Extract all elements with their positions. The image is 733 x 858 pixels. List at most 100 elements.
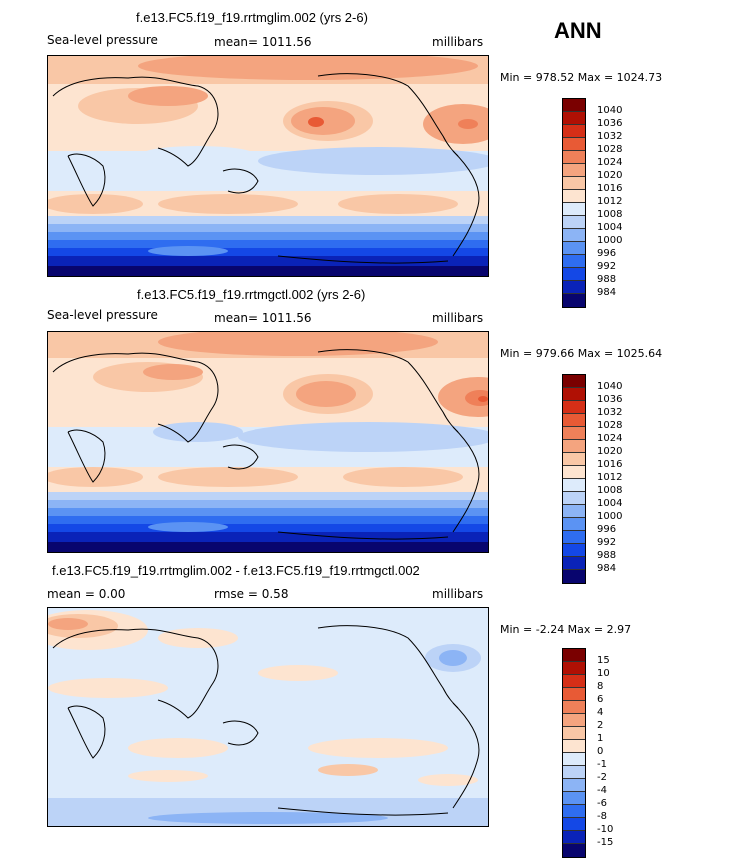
colorbar-tick-label: 1000 bbox=[597, 511, 623, 522]
panel-1-colorbar-swatch bbox=[563, 99, 585, 112]
colorbar-tick-label: -15 bbox=[597, 837, 614, 848]
panel-2-colorbar-swatch bbox=[563, 479, 585, 492]
colorbar-tick-label: 1036 bbox=[597, 394, 623, 405]
panel-3-minmax: Min = -2.24 Max = 2.97 bbox=[500, 623, 632, 636]
colorbar-tick-label: 8 bbox=[597, 681, 604, 692]
colorbar-tick-label: 1008 bbox=[597, 209, 623, 220]
panel-2-colorbar-swatch bbox=[563, 505, 585, 518]
colorbar-tick-label: 1000 bbox=[597, 235, 623, 246]
panel-1-colorbar-swatch bbox=[563, 203, 585, 216]
panel-3-colorbar-swatch bbox=[563, 779, 585, 792]
panel-1-colorbar-swatch bbox=[563, 138, 585, 151]
colorbar-tick-label: 1032 bbox=[597, 131, 623, 142]
panel-1-minmax: Min = 978.52 Max = 1024.73 bbox=[500, 71, 663, 84]
panel-2-colorbar-swatch bbox=[563, 492, 585, 505]
panel-2-colorbar-swatch bbox=[563, 427, 585, 440]
panel-3-rmse: rmse = 0.58 bbox=[214, 587, 289, 601]
panel-1-colorbar-swatch bbox=[563, 216, 585, 229]
colorbar-tick-label: 1024 bbox=[597, 157, 623, 168]
colorbar-tick-label: -6 bbox=[597, 798, 607, 809]
panel-1-colorbar-swatch bbox=[563, 229, 585, 242]
panel-1-mean: mean= 1011.56 bbox=[214, 35, 312, 49]
colorbar-tick-label: 1 bbox=[597, 733, 604, 744]
panel-3-colorbar-swatch bbox=[563, 766, 585, 779]
colorbar-tick-label: 0 bbox=[597, 746, 604, 757]
colorbar-tick-label: 988 bbox=[597, 274, 617, 285]
colorbar-tick-label: -10 bbox=[597, 824, 614, 835]
panel-1-title: f.e13.FC5.f19_f19.rrtmglim.002 (yrs 2-6) bbox=[136, 10, 368, 25]
colorbar-tick-label: 4 bbox=[597, 707, 604, 718]
colorbar-tick-label: 1040 bbox=[597, 381, 623, 392]
colorbar-tick-label: 996 bbox=[597, 248, 617, 259]
panel-2-colorbar-swatch bbox=[563, 544, 585, 557]
colorbar-tick-label: 1032 bbox=[597, 407, 623, 418]
colorbar-tick-label: -2 bbox=[597, 772, 607, 783]
colorbar-tick-label: 1012 bbox=[597, 196, 623, 207]
panel-1-colorbar-swatch bbox=[563, 177, 585, 190]
panel-2-colorbar-swatch bbox=[563, 401, 585, 414]
panel-2-mean: mean= 1011.56 bbox=[214, 311, 312, 325]
panel-3-mean: mean = 0.00 bbox=[47, 587, 126, 601]
colorbar-tick-label: -4 bbox=[597, 785, 607, 796]
panel-2-colorbar bbox=[562, 374, 586, 584]
colorbar-tick-label: 996 bbox=[597, 524, 617, 535]
panel-1-colorbar-swatch bbox=[563, 151, 585, 164]
colorbar-tick-label: 1008 bbox=[597, 485, 623, 496]
colorbar-tick-label: 6 bbox=[597, 694, 604, 705]
colorbar-tick-label: 15 bbox=[597, 655, 610, 666]
panel-2-colorbar-swatch bbox=[563, 453, 585, 466]
panel-3-colorbar bbox=[562, 648, 586, 858]
panel-1-colorbar-swatch bbox=[563, 125, 585, 138]
panel-1-map bbox=[47, 55, 489, 277]
panel-3-colorbar-swatch bbox=[563, 727, 585, 740]
panel-2-colorbar-swatch bbox=[563, 388, 585, 401]
panel-1-colorbar-swatch bbox=[563, 294, 585, 307]
panel-3-colorbar-swatch bbox=[563, 662, 585, 675]
panel-1-colorbar-swatch bbox=[563, 255, 585, 268]
panel-2-colorbar-swatch bbox=[563, 518, 585, 531]
panel-3-colorbar-swatch bbox=[563, 753, 585, 766]
panel-3-colorbar-swatch bbox=[563, 714, 585, 727]
colorbar-tick-label: 10 bbox=[597, 668, 610, 679]
panel-2-colorbar-swatch bbox=[563, 557, 585, 570]
panel-1-colorbar-swatch bbox=[563, 164, 585, 177]
panel-3-units: millibars bbox=[432, 587, 484, 601]
colorbar-tick-label: 992 bbox=[597, 537, 617, 548]
colorbar-tick-label: 992 bbox=[597, 261, 617, 272]
panel-2-title: f.e13.FC5.f19_f19.rrtmgctl.002 (yrs 2-6) bbox=[137, 287, 366, 302]
colorbar-tick-label: 1004 bbox=[597, 498, 623, 509]
panel-3-colorbar-swatch bbox=[563, 818, 585, 831]
panel-1-colorbar-swatch bbox=[563, 112, 585, 125]
colorbar-tick-label: 1020 bbox=[597, 446, 623, 457]
colorbar-tick-label: 984 bbox=[597, 287, 617, 298]
panel-1-units: millibars bbox=[432, 35, 484, 49]
colorbar-tick-label: -8 bbox=[597, 811, 607, 822]
panel-1-colorbar bbox=[562, 98, 586, 308]
colorbar-tick-label: 2 bbox=[597, 720, 604, 731]
panel-3-colorbar-swatch bbox=[563, 831, 585, 844]
panel-1-field-label: Sea-level pressure bbox=[47, 33, 158, 47]
panel-3-colorbar-swatch bbox=[563, 792, 585, 805]
panel-2-colorbar-swatch bbox=[563, 466, 585, 479]
panel-3-colorbar-swatch bbox=[563, 844, 585, 857]
panel-3-colorbar-swatch bbox=[563, 805, 585, 818]
panel-2-colorbar-swatch bbox=[563, 440, 585, 453]
colorbar-tick-label: 1016 bbox=[597, 183, 623, 194]
panel-3-colorbar-swatch bbox=[563, 649, 585, 662]
panel-2-minmax: Min = 979.66 Max = 1025.64 bbox=[500, 347, 663, 360]
colorbar-tick-label: 1028 bbox=[597, 144, 623, 155]
season-label: ANN bbox=[554, 18, 602, 43]
panel-3-colorbar-swatch bbox=[563, 688, 585, 701]
panel-2-units: millibars bbox=[432, 311, 484, 325]
colorbar-tick-label: 1036 bbox=[597, 118, 623, 129]
colorbar-tick-label: 1012 bbox=[597, 472, 623, 483]
panel-1-colorbar-swatch bbox=[563, 268, 585, 281]
panel-3-colorbar-swatch bbox=[563, 701, 585, 714]
panel-1-colorbar-swatch bbox=[563, 281, 585, 294]
colorbar-tick-label: 988 bbox=[597, 550, 617, 561]
panel-3-title: f.e13.FC5.f19_f19.rrtmglim.002 - f.e13.F… bbox=[52, 563, 420, 578]
panel-2-colorbar-swatch bbox=[563, 414, 585, 427]
panel-2-colorbar-swatch bbox=[563, 570, 585, 583]
panel-2-colorbar-swatch bbox=[563, 375, 585, 388]
panel-2-field-label: Sea-level pressure bbox=[47, 308, 158, 322]
